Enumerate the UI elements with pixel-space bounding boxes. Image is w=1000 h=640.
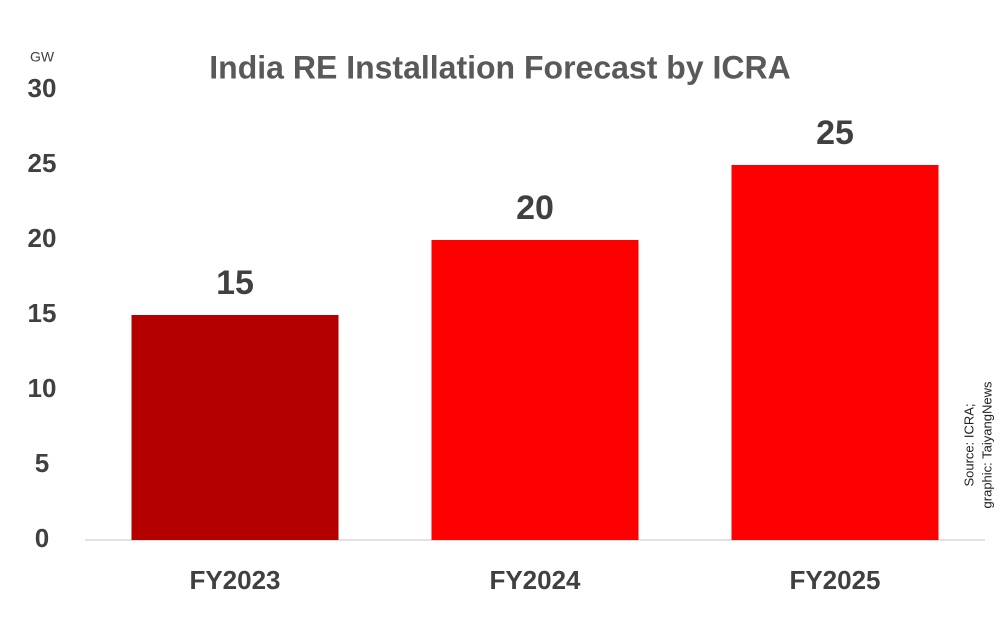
y-tick-label: 30 xyxy=(28,73,57,103)
x-tick-label: FY2025 xyxy=(789,565,880,595)
data-label: 20 xyxy=(516,189,554,227)
source-note: Source: ICRA; xyxy=(961,403,976,486)
y-tick-label: 0 xyxy=(35,523,49,553)
x-tick-label: FY2024 xyxy=(489,565,581,595)
data-label: 25 xyxy=(816,114,854,152)
bar xyxy=(731,165,939,540)
bar xyxy=(131,315,339,540)
bar xyxy=(431,240,639,540)
chart-title: India RE Installation Forecast by ICRA xyxy=(209,49,790,85)
y-tick-label: 25 xyxy=(28,148,57,178)
y-tick-label: 10 xyxy=(28,373,57,403)
source-note: graphic: TaiyangNews xyxy=(979,381,994,508)
y-axis-unit: GW xyxy=(30,49,55,65)
x-tick-label: FY2023 xyxy=(189,565,280,595)
y-tick-label: 20 xyxy=(28,223,57,253)
y-tick-label: 15 xyxy=(28,298,57,328)
y-tick-label: 5 xyxy=(35,448,49,478)
data-label: 15 xyxy=(216,264,254,302)
